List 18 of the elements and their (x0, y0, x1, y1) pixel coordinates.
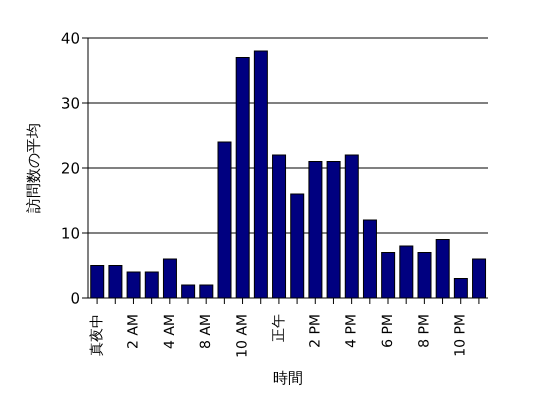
x-tick-label: 2 AM (125, 314, 142, 350)
x-tick-label: 10 AM (234, 314, 251, 358)
x-tick-label: 4 PM (344, 314, 360, 348)
x-tick-label: 8 PM (416, 314, 432, 348)
y-tick-label: 30 (60, 94, 80, 112)
y-axis-title: 訪問数の平均 (24, 123, 42, 213)
x-tick-label: 正午 (270, 314, 287, 342)
x-tick-label: 4 AM (162, 314, 178, 350)
x-tick-label: 2 PM (307, 314, 324, 348)
y-tick-label: 10 (60, 224, 80, 242)
x-tick-label: 真夜中 (89, 314, 106, 356)
y-tick-label: 20 (60, 159, 80, 178)
y-tick-label: 0 (70, 289, 80, 308)
x-tick-label: 6 PM (380, 314, 396, 348)
x-tick-label: 10 PM (452, 314, 469, 357)
x-tick-label: 8 AM (198, 314, 214, 350)
x-axis-title: 時間 (273, 369, 303, 387)
y-tick-label: 40 (60, 29, 80, 48)
